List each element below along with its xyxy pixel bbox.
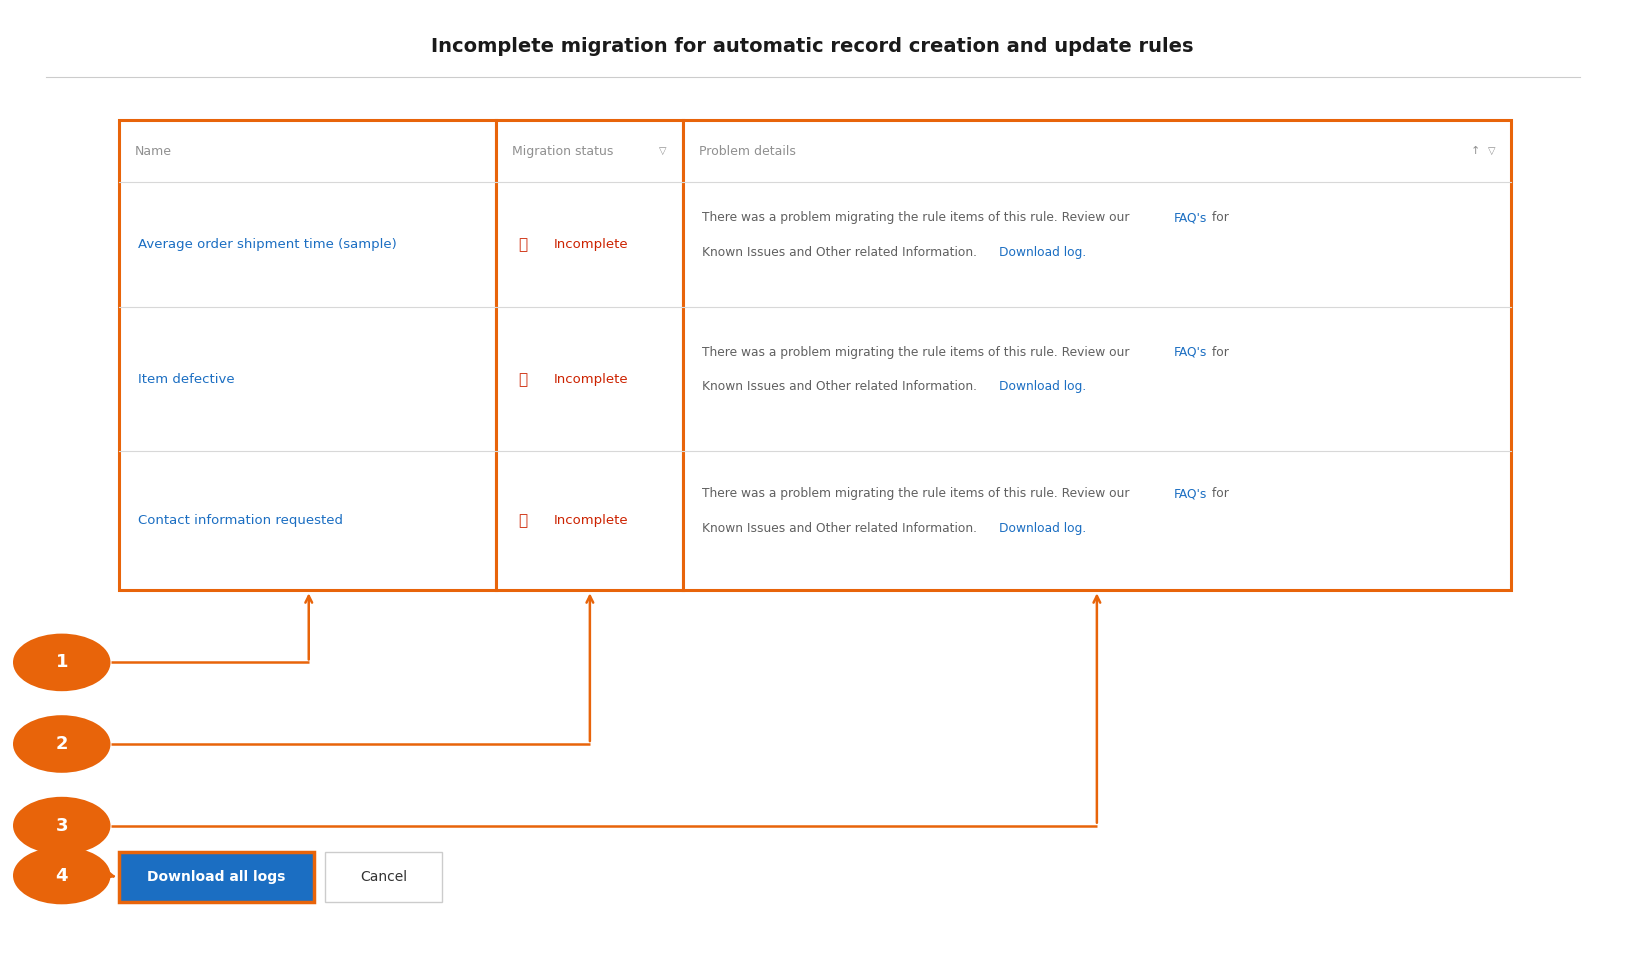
Text: Incomplete migration for automatic record creation and update rules: Incomplete migration for automatic recor…: [431, 36, 1194, 56]
Text: Item defective: Item defective: [138, 372, 234, 386]
Bar: [682, 120, 1511, 590]
Text: for: for: [1207, 346, 1228, 359]
Text: FAQ's: FAQ's: [1173, 488, 1207, 500]
Text: There was a problem migrating the rule items of this rule. Review our: There was a problem migrating the rule i…: [702, 488, 1133, 500]
Text: Download log.: Download log.: [999, 522, 1086, 535]
Text: Problem details: Problem details: [699, 145, 796, 157]
Text: Incomplete: Incomplete: [554, 515, 629, 527]
Text: 4: 4: [55, 867, 68, 884]
Bar: [119, 120, 496, 590]
Text: FAQ's: FAQ's: [1173, 211, 1207, 225]
Text: Incomplete: Incomplete: [554, 238, 629, 252]
Text: FAQ's: FAQ's: [1173, 346, 1207, 359]
Text: Known Issues and Other related Information.: Known Issues and Other related Informati…: [702, 522, 982, 535]
Text: Average order shipment time (sample): Average order shipment time (sample): [138, 238, 396, 252]
Text: Contact information requested: Contact information requested: [138, 515, 343, 527]
Bar: [325, 852, 442, 902]
Text: ↑: ↑: [1471, 146, 1480, 156]
Text: Download all logs: Download all logs: [146, 871, 286, 884]
Circle shape: [13, 797, 111, 854]
Text: ⓘ: ⓘ: [518, 372, 528, 387]
Text: ⓘ: ⓘ: [518, 514, 528, 528]
Text: Migration status: Migration status: [512, 145, 613, 157]
Text: ▽: ▽: [660, 146, 666, 156]
Text: for: for: [1207, 211, 1228, 225]
Text: Incomplete: Incomplete: [554, 372, 629, 386]
Circle shape: [13, 847, 111, 904]
Circle shape: [13, 634, 111, 691]
Text: for: for: [1207, 488, 1228, 500]
Text: Download log.: Download log.: [999, 380, 1086, 394]
Text: 3: 3: [55, 817, 68, 834]
Text: 1: 1: [55, 654, 68, 671]
Circle shape: [13, 715, 111, 773]
Text: ⓘ: ⓘ: [518, 237, 528, 252]
Text: Cancel: Cancel: [361, 871, 406, 884]
Text: There was a problem migrating the rule items of this rule. Review our: There was a problem migrating the rule i…: [702, 346, 1133, 359]
Text: Known Issues and Other related Information.: Known Issues and Other related Informati…: [702, 380, 982, 394]
Bar: [119, 852, 314, 902]
Text: 2: 2: [55, 735, 68, 753]
Text: Name: Name: [135, 145, 172, 157]
Text: There was a problem migrating the rule items of this rule. Review our: There was a problem migrating the rule i…: [702, 211, 1133, 225]
Text: ▽: ▽: [1488, 146, 1495, 156]
Text: Known Issues and Other related Information.: Known Issues and Other related Informati…: [702, 246, 982, 259]
Text: Download log.: Download log.: [999, 246, 1086, 259]
Bar: [496, 120, 682, 590]
